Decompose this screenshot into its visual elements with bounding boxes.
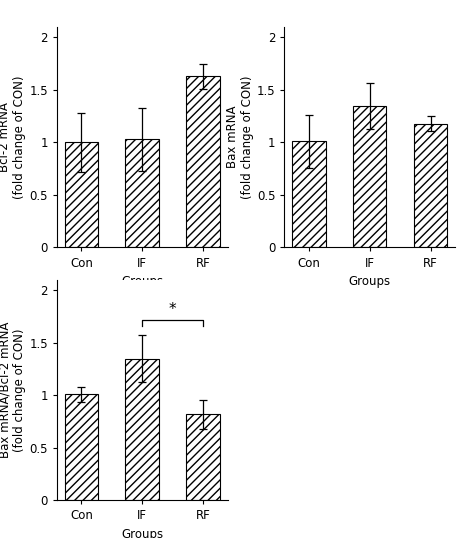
Bar: [292, 141, 326, 247]
Bar: [126, 139, 159, 247]
Bar: [64, 394, 98, 500]
Y-axis label: Bax mRNA/Bcl-2 mRNA
(fold change of CON): Bax mRNA/Bcl-2 mRNA (fold change of CON): [0, 322, 27, 458]
Bar: [186, 414, 220, 500]
Bar: [64, 143, 98, 247]
X-axis label: Groups: Groups: [121, 275, 163, 288]
Bar: [126, 358, 159, 500]
Bar: [414, 124, 447, 247]
X-axis label: Groups: Groups: [121, 528, 163, 538]
Y-axis label: Bax mRNA
(fold change of CON): Bax mRNA (fold change of CON): [226, 75, 254, 199]
X-axis label: Groups: Groups: [349, 275, 391, 288]
Text: *: *: [169, 301, 176, 316]
Y-axis label: Bcl-2 mRNA
(fold change of CON): Bcl-2 mRNA (fold change of CON): [0, 75, 27, 199]
Bar: [186, 76, 220, 247]
Bar: [353, 105, 386, 247]
